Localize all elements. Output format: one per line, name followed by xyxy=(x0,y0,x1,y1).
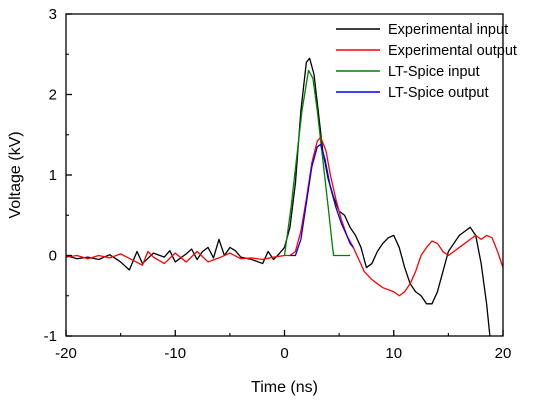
x-tick-label: -10 xyxy=(164,345,186,362)
plot-frame xyxy=(65,13,504,337)
series-line-3 xyxy=(283,69,351,257)
y-tick-label: 2 xyxy=(49,87,57,104)
x-axis-title: Time (ns) xyxy=(251,379,318,396)
series-line-1 xyxy=(66,57,491,336)
legend-label: LT-Spice output xyxy=(388,85,489,101)
y-tick-label: 0 xyxy=(49,248,57,265)
legend-label: Experimental input xyxy=(388,22,508,38)
x-tick-label: 0 xyxy=(280,345,288,362)
y-axis-title: Voltage (kV) xyxy=(7,131,24,218)
data-layer xyxy=(66,57,503,336)
legend-label: Experimental output xyxy=(388,43,517,59)
axis-ticks xyxy=(65,13,504,337)
series-line-2 xyxy=(66,136,503,297)
legend: Experimental input Experimental output LT-… xyxy=(336,22,517,101)
x-tick-label: -20 xyxy=(55,345,77,362)
x-tick-label: 10 xyxy=(385,345,402,362)
y-tick-label: 3 xyxy=(49,6,57,23)
x-tick-label: 20 xyxy=(495,345,512,362)
series-line-4 xyxy=(289,143,354,257)
legend-label: LT-Spice input xyxy=(388,64,480,80)
y-tick-label: -1 xyxy=(44,328,57,345)
y-tick-label: 1 xyxy=(49,167,57,184)
